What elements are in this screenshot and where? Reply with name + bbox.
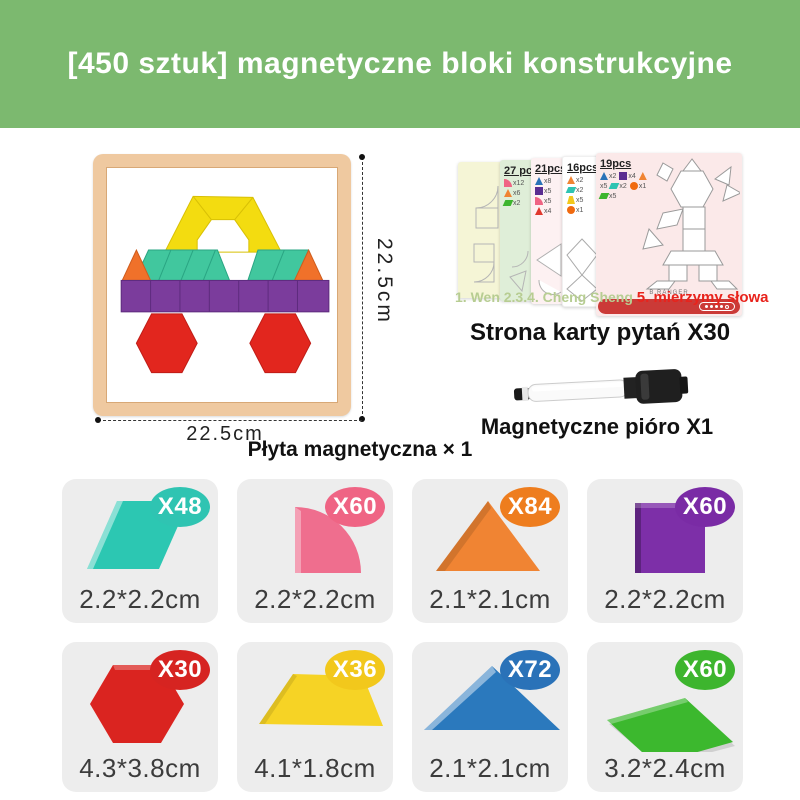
- count-badge: X60: [675, 650, 735, 690]
- watermark-text: 1. Wen 2.3.4. Cheng Sheng 5. mierzymy sł…: [455, 289, 769, 307]
- dim-dot: [359, 416, 365, 422]
- card-outline-art: [536, 243, 562, 295]
- circle-mini-icon: [567, 206, 575, 214]
- size-label: 2.2*2.2cm: [604, 584, 726, 614]
- board-height-label: 22.5cm: [373, 238, 396, 325]
- figure-outline-art: [642, 158, 740, 290]
- pcs-icons: x2 x2 x5 x1: [563, 175, 597, 215]
- triangle-shape: [436, 501, 540, 571]
- brand-label: B.RANGER: [649, 290, 689, 296]
- parallelogram-mini-icon: [502, 200, 514, 206]
- triangle-mini-icon: [567, 176, 575, 184]
- size-label: 4.3*3.8cm: [79, 753, 201, 783]
- width-dimension-line: [98, 420, 362, 421]
- piece-card-parallelogram: X48 2.2*2.2cm: [62, 479, 218, 623]
- piece-card-quarter-circle: X60 2.2*2.2cm: [237, 479, 393, 623]
- pen-caption: Magnetyczne pióro X1: [480, 414, 714, 439]
- parallelogram-mini-icon: [565, 187, 577, 193]
- wide-triangle-shape: [424, 666, 560, 730]
- question-card-4: 16pcs x2 x2 x5 x1: [562, 156, 600, 307]
- fan-mini-icon: [535, 197, 543, 205]
- piece-card-square: X60 2.2*2.2cm: [587, 479, 743, 623]
- count-badge: X30: [150, 650, 210, 690]
- quarter-circle-shape: [295, 507, 361, 573]
- parallelogram-mini-icon: [598, 193, 610, 199]
- count-badge: X60: [675, 487, 735, 527]
- count-badge: X84: [500, 487, 560, 527]
- board-caption: Płyta magnetyczna × 1: [247, 438, 473, 461]
- card-outline-art: [473, 185, 499, 283]
- flat-parallelogram-shape: [607, 698, 735, 752]
- size-label: 2.2*2.2cm: [79, 584, 201, 614]
- dim-dot: [359, 154, 365, 160]
- pcs-label: 16pcs: [567, 162, 599, 174]
- trapezoid-mini-icon: [567, 196, 575, 204]
- size-label: 4.1*1.8cm: [254, 753, 376, 783]
- piece-card-trapezoid: X36 4.1*1.8cm: [237, 642, 393, 792]
- count-badge: X72: [500, 650, 560, 690]
- square-mini-icon: [619, 172, 628, 180]
- magnetic-board: [93, 154, 351, 416]
- card-red-strip: [598, 299, 740, 314]
- triangle-mini-icon: [504, 189, 512, 197]
- triangle-mini-icon: [535, 177, 543, 185]
- size-label: 2.1*2.1cm: [429, 753, 551, 783]
- question-cards-caption: Strona karty pytań X30: [469, 319, 731, 346]
- pcs-icons: x8 x5 x5 x4: [531, 176, 565, 216]
- parallelogram-mini-icon: [609, 183, 620, 189]
- fan-mini-icon: [504, 179, 512, 187]
- square-mini-icon: [535, 187, 543, 195]
- card-outline-art: [566, 238, 598, 302]
- size-label: 2.1*2.1cm: [429, 584, 551, 614]
- product-title: [450 sztuk] magnetyczne bloki konstrukcy…: [67, 47, 733, 80]
- size-label: 2.2*2.2cm: [254, 584, 376, 614]
- question-card-2: 27 pcs x12 x6 x2: [500, 160, 535, 301]
- dim-dot: [95, 417, 101, 423]
- circle-mini-icon: [629, 182, 638, 190]
- piece-card-hexagon: X30 4.3*3.8cm: [62, 642, 218, 792]
- dots-indicator: [699, 302, 735, 311]
- count-badge: X48: [150, 487, 210, 527]
- card-outline-art: [509, 250, 529, 293]
- watermark-red: 5. mierzymy słowa: [636, 289, 769, 306]
- question-card-5: 19pcs x2 x4 x5 x2 x1 x5 B.RANGER: [596, 153, 742, 316]
- height-dimension-line: [362, 157, 363, 419]
- piece-card-flat-parallelogram: X60 3.2*2.4cm: [587, 642, 743, 792]
- piece-card-triangle: X84 2.1*2.1cm: [412, 479, 568, 623]
- triangle-mini-icon: [535, 207, 543, 215]
- pcs-label: 27 pcs: [504, 165, 535, 177]
- question-card-1: [458, 162, 504, 298]
- pcs-label: 21pcs: [535, 163, 566, 175]
- pattern-block-car: [120, 195, 330, 374]
- size-label: 3.2*2.4cm: [604, 753, 726, 783]
- pcs-icons: x12 x6 x2: [500, 178, 534, 208]
- count-badge: X60: [325, 487, 385, 527]
- triangle-mini-icon: [638, 172, 647, 180]
- triangle-mini-icon: [600, 172, 608, 180]
- pcs-icons: x2 x4 x5 x2 x1 x5: [598, 172, 647, 200]
- watermark-green: 1. Wen 2.3.4. Cheng Sheng: [455, 289, 637, 305]
- magnetic-pen: [513, 369, 689, 404]
- board-width-label: 22.5cm: [186, 423, 264, 445]
- question-card-3: 21pcs x8 x5 x5 x4: [531, 158, 566, 304]
- pcs-label: 19pcs: [600, 158, 632, 170]
- title-banner: [450 sztuk] magnetyczne bloki konstrukcy…: [0, 0, 800, 128]
- piece-card-wide-triangle: X72 2.1*2.1cm: [412, 642, 568, 792]
- count-badge: X36: [325, 650, 385, 690]
